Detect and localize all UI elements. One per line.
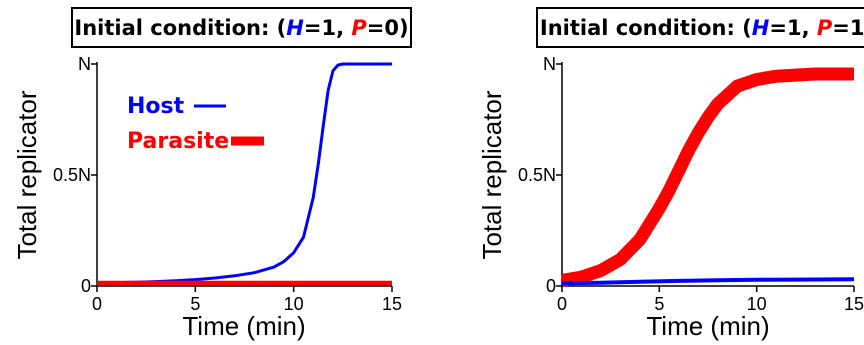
panel-2-plot: 0 0.5N N 0 5 10 15 (518, 54, 864, 314)
panel-2-y-axis-label: Total replicator (477, 90, 507, 259)
panel-2-y-tick-label: N (543, 54, 556, 74)
panel-2: Initial condition: (H=1, P=1) 0 0.5N N 0 5 10… (477, 7, 864, 341)
panel-2-series-parasite-line (560, 67, 854, 287)
panel-2-x-axis-label: Time (min) (646, 311, 769, 341)
panel-2-title-h-value: =1, (769, 16, 817, 40)
panel-1-title: Initial condition: (H=1, P=0) (74, 16, 408, 40)
legend-parasite-label: Parasite (127, 129, 229, 154)
panel-2-title-box (536, 7, 864, 48)
panel-2-title-h: H (752, 16, 770, 40)
panel-2-x-tick-label: 0 (557, 294, 567, 314)
panel-1-y-tick-label: N (78, 54, 91, 74)
panel-2-y-tick-label: 0 (546, 276, 556, 296)
panel-2-series-host-line (561, 277, 855, 286)
panel-1-x-tick-label: 15 (382, 294, 402, 314)
panel-1-title-h: H (286, 16, 304, 40)
panel-1-x-tick-label: 0 (92, 294, 102, 314)
panel-2-x-tick-label: 10 (747, 294, 767, 314)
panel-1: Initial condition: (H=1, P=0) 0 0.5N N 0 5 10… (12, 7, 412, 341)
panel-2-title-p-value: =1) (832, 16, 864, 40)
panel-1-title-p: P (351, 16, 367, 40)
panel-1-y-tick-label: 0.5N (53, 165, 91, 185)
panel-2-y-tick-label: 0.5N (518, 165, 556, 185)
panel-1-legend: Host Parasite (127, 94, 264, 154)
panel-1-y-axis-label: Total replicator (12, 90, 42, 259)
legend-host-label: Host (127, 94, 185, 119)
panel-1-x-axis-label: Time (min) (182, 311, 305, 341)
panel-2-x-tick-label: 15 (844, 294, 864, 314)
panel-1-title-p-value: =0) (367, 16, 409, 40)
panel-1-title-prefix: Initial condition: ( (74, 16, 286, 40)
panel-1-x-tick-label: 10 (284, 294, 304, 314)
panel-2-x-tick-label: 5 (654, 294, 664, 314)
panel-2-title-p: P (817, 16, 833, 40)
panel-1-title-box (71, 7, 412, 48)
panel-1-x-tick-label: 5 (190, 294, 200, 314)
panel-2-title-prefix: Initial condition: ( (540, 16, 752, 40)
panel-2-title: Initial condition: (H=1, P=1) (540, 16, 864, 40)
panel-1-y-tick-label: 0 (81, 276, 91, 296)
panel-1-plot: 0 0.5N N 0 5 10 15 (53, 54, 402, 314)
panel-1-title-h-value: =1, (304, 16, 352, 40)
